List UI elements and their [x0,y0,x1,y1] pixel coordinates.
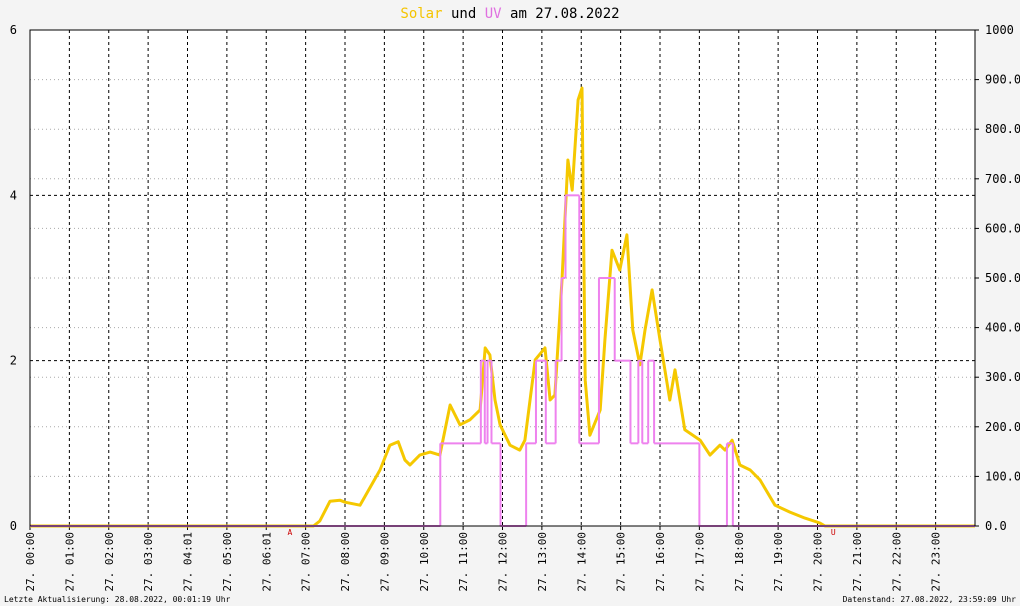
y2-tick-label: 100.0 [985,469,1020,483]
x-tick-label: 27. 16:00 [654,532,667,592]
plot-border [29,29,976,527]
x-tick-label: 27. 10:00 [418,532,431,592]
solar-line [30,86,975,528]
x-tick-label: 27. 04:01 [182,532,195,592]
x-tick-label: 27. 06:01 [260,532,273,592]
x-tick-label: 27. 21:00 [851,532,864,592]
x-tick-label: 27. 13:00 [536,532,549,592]
x-tick-label: 27. 18:00 [733,532,746,592]
x-tick-label: 27. 07:00 [300,532,313,592]
x-tick-label: 27. 08:00 [339,532,352,592]
y2-tick-label: 1000 [985,23,1014,37]
x-tick-label: 27. 23:00 [930,532,943,592]
footer-left: Letzte Aktualisierung: 28.08.2022, 00:01… [4,595,231,604]
x-tick-label: 27. 14:00 [575,532,588,592]
y2-tick-label: 900.0 [985,73,1020,87]
y2-tick-label: 600.0 [985,221,1020,235]
x-tick-label: 27. 03:00 [142,532,155,592]
x-tick-label: 27. 02:00 [103,532,116,592]
title-part: UV [485,6,502,22]
x-tick-label: 27. 05:00 [221,532,234,592]
y2-tick-label: 200.0 [985,420,1020,434]
y2-tick-label: 300.0 [985,370,1020,384]
y2-tick-label: 0.0 [985,519,1007,533]
chart-title: Solar und UV am 27.08.2022 [400,6,619,22]
y2-tick-label: 400.0 [985,321,1020,335]
annotation: A [287,528,292,537]
y2-tick-label: 700.0 [985,172,1020,186]
y-tick-label: 0 [10,519,17,533]
x-tick-label: 27. 09:00 [378,532,391,592]
x-tick-label: 27. 22:00 [890,532,903,592]
x-tick-label: 27. 00:00 [24,532,37,592]
y-tick-label: 6 [10,23,17,37]
x-tick-label: 27. 17:00 [693,532,706,592]
title-part: Solar [400,6,442,22]
x-tick-label: 27. 19:00 [772,532,785,592]
y2-tick-label: 800.0 [985,122,1020,136]
title-part: und [451,6,476,22]
x-tick-label: 27. 20:00 [812,532,825,592]
footer-right: Datenstand: 27.08.2022, 23:59:09 Uhr [843,595,1017,604]
y-tick-label: 4 [10,188,17,202]
y2-tick-label: 500.0 [985,271,1020,285]
x-tick-label: 27. 11:00 [457,532,470,592]
y-tick-label: 2 [10,354,17,368]
title-part: am 27.08.2022 [510,6,620,22]
x-tick-label: 27. 15:00 [615,532,628,592]
x-tick-label: 27. 01:00 [63,532,76,592]
annotation: U [831,528,836,537]
x-tick-label: 27. 12:00 [497,532,510,592]
